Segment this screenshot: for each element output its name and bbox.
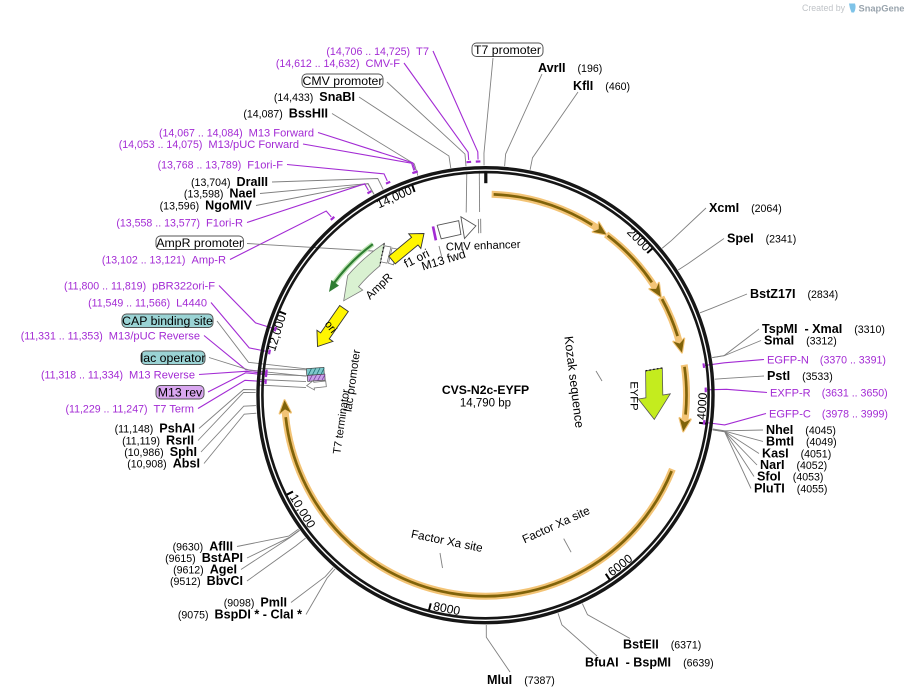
svg-text:(9075)BspDI * - ClaI *: (9075) BspDI * - ClaI * [178,608,302,622]
svg-text:EGFP-C(3978 .. 3999): EGFP-C (3978 .. 3999) [769,409,888,421]
svg-text:(9098)PmlI: (9098) PmlI [224,596,287,610]
svg-text:AmpR promoter: AmpR promoter [156,236,243,250]
svg-text:EGFP-N(3370 .. 3391): EGFP-N (3370 .. 3391) [767,355,886,367]
svg-text:BstEII(6371): BstEII (6371) [623,638,701,652]
svg-text:NarI(4052): NarI (4052) [760,458,827,472]
svg-text:PluTI(4055): PluTI (4055) [754,482,827,496]
svg-text:(14,067 .. 14,084)M13 Forward: (14,067 .. 14,084) M13 Forward [159,128,314,140]
svg-text:(13,596)NgoMIV: (13,596) NgoMIV [160,199,253,213]
svg-text:(14,053 .. 14,075)M13/pUC Forw: (14,053 .. 14,075) M13/pUC Forward [119,139,299,151]
svg-text:BfuAI - BspMI(6639): BfuAI - BspMI (6639) [585,656,714,670]
svg-text:KasI(4051): KasI (4051) [762,447,831,461]
svg-text:(14,087)BssHII: (14,087) BssHII [243,107,328,121]
svg-text:(11,119)RsrII: (11,119) RsrII [122,434,194,448]
svg-text:(13,768 .. 13,789)F1ori-F: (13,768 .. 13,789) F1ori-F [158,160,284,172]
svg-text:(13,598)NaeI: (13,598) NaeI [184,187,256,201]
svg-text:(14,612 .. 14,632)CMV-F: (14,612 .. 14,632) CMV-F [276,58,400,70]
svg-text:CAP binding site: CAP binding site [122,314,213,328]
svg-text:M13 rev: M13 rev [158,385,203,399]
svg-text:XcmI(2064): XcmI (2064) [709,201,782,215]
svg-text:(11,800 .. 11,819)pBR322ori-F: (11,800 .. 11,819) pBR322ori-F [64,281,215,293]
svg-text:(11,331 .. 11,353)M13/pUC Reve: (11,331 .. 11,353) M13/pUC Reverse [21,331,200,343]
svg-text:T7 promoter: T7 promoter [474,43,541,57]
svg-text:(13,558 .. 13,577)F1ori-R: (13,558 .. 13,577) F1ori-R [116,218,243,230]
svg-text:MluI(7387): MluI (7387) [487,673,555,687]
svg-text:8000: 8000 [432,599,462,618]
svg-text:BmtI(4049): BmtI (4049) [766,435,837,449]
svg-text:ori: ori [322,319,339,336]
svg-text:SpeI(2341): SpeI (2341) [727,232,796,246]
svg-text:AvrII(196): AvrII (196) [538,61,602,75]
svg-text:(9612)AgeI: (9612) AgeI [173,563,237,577]
svg-text:TspMI - XmaI(3310): TspMI - XmaI (3310) [762,322,885,336]
svg-text:14,790 bp: 14,790 bp [460,398,511,410]
svg-text:CMV promoter: CMV promoter [303,74,383,88]
svg-text:CVS-N2c-EYFP: CVS-N2c-EYFP [442,383,529,397]
svg-text:(10,908)AbsI: (10,908) AbsI [127,457,200,471]
svg-text:lac operator: lac operator [141,351,206,365]
svg-text:(9630)AflII: (9630) AflII [173,540,233,554]
svg-text:(11,549 .. 11,566)L4440: (11,549 .. 11,566) L4440 [88,298,207,310]
svg-text:4000: 4000 [694,392,710,420]
svg-text:(11,229 .. 11,247)T7 Term: (11,229 .. 11,247) T7 Term [65,404,194,416]
svg-text:(9615)BstAPI: (9615) BstAPI [165,551,243,565]
svg-text:(11,318 .. 11,334)M13 Reverse: (11,318 .. 11,334) M13 Reverse [41,370,195,382]
svg-text:PstI(3533): PstI (3533) [767,369,833,383]
svg-text:EXFP-R(3631 .. 3650): EXFP-R (3631 .. 3650) [770,388,888,400]
svg-text:CMV enhancer: CMV enhancer [446,239,521,254]
svg-text:(11,148)PshAI: (11,148) PshAI [115,422,195,436]
svg-text:SmaI(3312): SmaI (3312) [764,334,837,348]
svg-text:(10,986)SphI: (10,986) SphI [124,445,197,459]
svg-text:(14,433)SnaBI: (14,433) SnaBI [274,90,355,104]
svg-text:NheI(4045): NheI (4045) [766,423,836,437]
svg-text:Created by: Created by [802,3,846,13]
svg-text:BstZ17I(2834): BstZ17I (2834) [750,287,838,301]
svg-text:(13,704)DraIII: (13,704) DraIII [191,175,268,189]
svg-text:SfoI(4053): SfoI (4053) [757,470,823,484]
svg-text:(9512)BbvCI: (9512) BbvCI [170,574,243,588]
svg-text:EYFP: EYFP [628,381,640,410]
svg-text:(14,706 .. 14,725)T7: (14,706 .. 14,725) T7 [326,46,429,58]
svg-text:SnapGene: SnapGene [859,4,905,14]
svg-text:KflI(460): KflI (460) [573,79,630,93]
svg-text:(13,102 .. 13,121)Amp-R: (13,102 .. 13,121) Amp-R [102,255,226,267]
